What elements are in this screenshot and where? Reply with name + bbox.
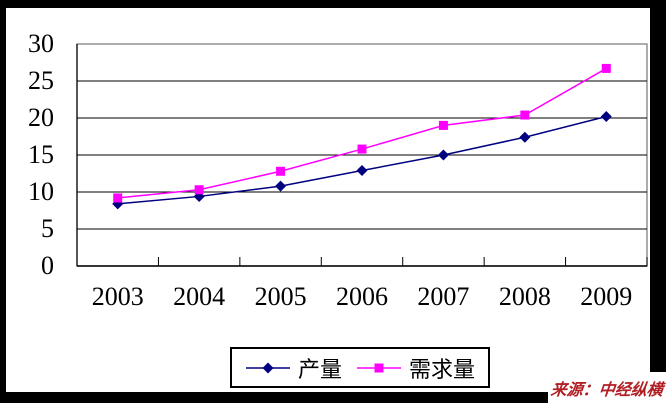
border-bottom	[0, 392, 666, 403]
marker-diamond-0	[356, 165, 368, 177]
border-left	[0, 0, 6, 403]
marker-square-1	[276, 166, 286, 176]
y-tick-label: 10	[28, 177, 54, 206]
x-tick-label: 2007	[417, 282, 470, 311]
marker-diamond-0	[600, 111, 612, 123]
legend-label-production: 产量	[297, 356, 342, 382]
x-tick-label: 2006	[336, 282, 388, 311]
source-watermark: 来源：中经纵横	[548, 372, 666, 403]
x-tick-label: 2009	[580, 282, 633, 311]
line-square-marker-icon	[357, 363, 401, 372]
marker-square-1	[113, 193, 123, 203]
y-tick-label: 30	[28, 29, 54, 58]
marker-square-1	[438, 120, 448, 130]
legend-label-demand: 需求量	[409, 356, 476, 382]
x-tick-label: 2003	[91, 282, 144, 311]
marker-diamond-0	[437, 149, 449, 161]
x-tick-label: 2004	[173, 282, 226, 311]
y-tick-label: 20	[28, 103, 54, 132]
y-tick-label: 25	[28, 66, 54, 95]
marker-square-1	[357, 144, 367, 154]
x-tick-label: 2008	[498, 282, 551, 311]
source-watermark-text: 来源：中经纵横	[549, 381, 664, 399]
border-right	[650, 0, 666, 403]
y-tick-label: 0	[41, 251, 54, 280]
marker-diamond-0	[275, 180, 287, 192]
line-diamond-marker-icon	[245, 362, 290, 373]
legend: 产量 需求量	[230, 347, 490, 388]
legend-item-demand: 需求量	[356, 352, 475, 384]
border-top	[0, 0, 666, 8]
marker-square-1	[194, 185, 204, 195]
y-tick-label: 15	[28, 140, 54, 169]
x-tick-label: 2005	[254, 282, 307, 311]
legend-item-production: 产量	[245, 352, 342, 384]
marker-square-1	[520, 110, 530, 120]
marker-square-1	[601, 63, 611, 73]
marker-diamond-0	[519, 131, 531, 143]
y-tick-label: 5	[41, 214, 54, 243]
